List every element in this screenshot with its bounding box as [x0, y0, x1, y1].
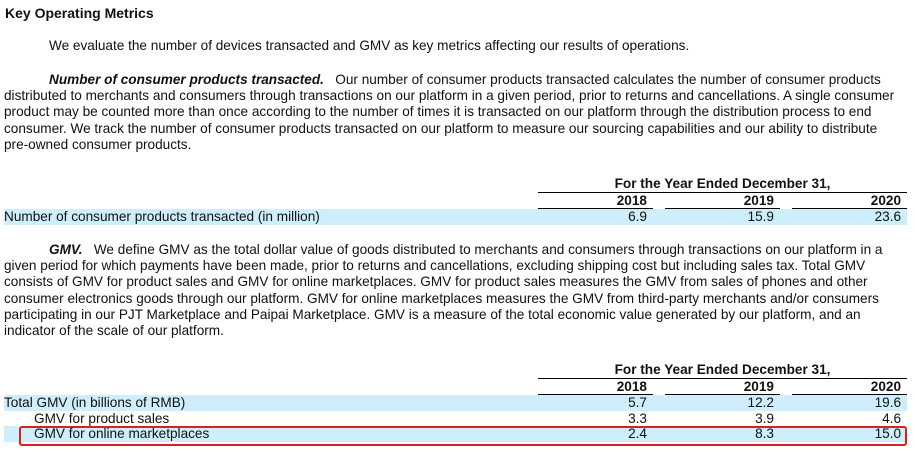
year-header: 2020 [792, 192, 908, 209]
intro-paragraph: We evaluate the number of devices transa… [49, 38, 690, 53]
row-value: 3.9 [755, 410, 774, 426]
period-header: For the Year Ended December 31, [538, 176, 908, 193]
gmv-lead: GMV. [49, 242, 83, 257]
row-value: 8.3 [665, 426, 780, 442]
gmv-paragraph: GMV. We define GMV as the total dollar v… [4, 242, 905, 339]
row-label: GMV for online marketplaces [4, 426, 526, 442]
products-table: For the Year Ended December 31, 2018 201… [4, 176, 908, 225]
row-value: 15.0 [792, 426, 908, 442]
row-value: 2.4 [538, 426, 653, 442]
row-value: 15.9 [665, 208, 780, 225]
year-header: 2019 [665, 378, 780, 395]
section-heading: Key Operating Metrics [5, 5, 154, 21]
row-label: GMV for product sales [34, 410, 170, 426]
gmv-table: For the Year Ended December 31, 2018 201… [4, 362, 908, 442]
gmv-text: We define GMV as the total dollar value … [4, 242, 883, 339]
row-value: 3.3 [628, 410, 647, 426]
row-value: 4.6 [882, 410, 902, 426]
table-row: GMV for online marketplaces 2.4 8.3 15.0 [4, 426, 908, 442]
highlight-box [19, 426, 907, 446]
year-header: 2020 [792, 378, 908, 395]
products-text: Our number of consumer products transact… [4, 72, 895, 152]
year-header: 2018 [538, 192, 653, 209]
products-paragraph: Number of consumer products transacted. … [4, 72, 905, 153]
table-row: Number of consumer products transacted (… [4, 208, 908, 225]
row-value: 23.6 [792, 208, 908, 225]
period-header: For the Year Ended December 31, [538, 362, 908, 379]
row-value: 6.9 [538, 208, 653, 225]
products-lead: Number of consumer products transacted. [49, 72, 324, 87]
row-value: 5.7 [538, 394, 653, 411]
row-value: 19.6 [792, 394, 908, 411]
row-value: 12.2 [665, 394, 780, 411]
table-row: GMV for product sales 3.3 3.9 4.6 [4, 411, 907, 427]
row-label: Number of consumer products transacted (… [4, 208, 526, 225]
row-label: Total GMV (in billions of RMB) [4, 394, 526, 411]
year-header: 2018 [538, 378, 653, 395]
year-header: 2019 [665, 192, 780, 209]
table-row: Total GMV (in billions of RMB) 5.7 12.2 … [4, 394, 908, 411]
